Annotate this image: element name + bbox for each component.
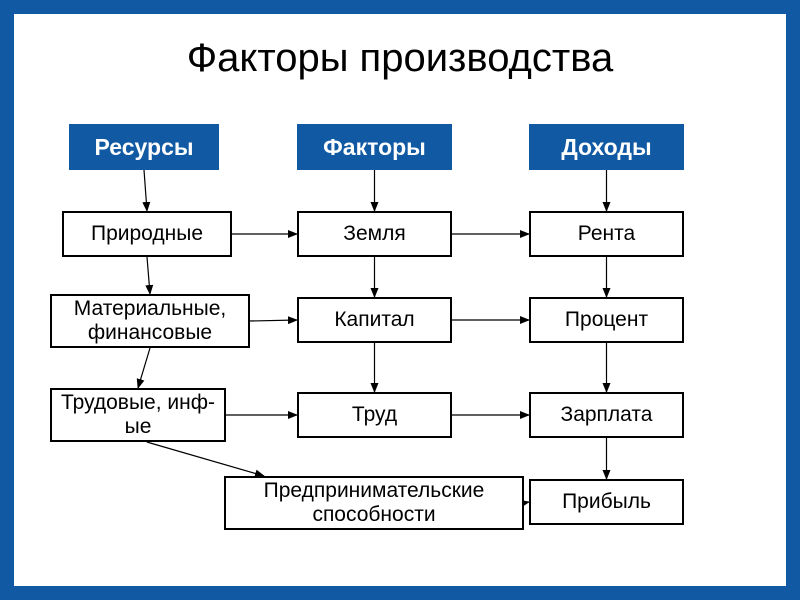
edge-r3-f4 — [147, 442, 264, 476]
node-r1: Природные — [62, 211, 232, 257]
edge-h_resources-r1 — [144, 170, 147, 211]
node-f3: Труд — [297, 392, 452, 438]
diagram-canvas: Ресурсы Факторы Доходы Природные Материальны… — [14, 14, 786, 586]
node-h_resources: Ресурсы — [69, 124, 219, 170]
node-f2: Капитал — [297, 297, 452, 343]
node-r3: Трудовые, инф-ые — [50, 388, 226, 442]
node-d2: Процент — [529, 297, 684, 343]
edge-r2-f2 — [250, 320, 297, 321]
node-h_factors: Факторы — [297, 124, 452, 170]
node-h_income: Доходы — [529, 124, 684, 170]
edge-r2-r3 — [138, 348, 150, 388]
node-f4: Предпринимательские способности — [224, 476, 524, 530]
node-d1: Рента — [529, 211, 684, 257]
node-f1: Земля — [297, 211, 452, 257]
node-r2: Материальные, финансовые — [50, 294, 250, 348]
node-d3: Зарплата — [529, 392, 684, 438]
edge-r1-r2 — [147, 257, 150, 294]
node-d4: Прибыль — [529, 479, 684, 525]
